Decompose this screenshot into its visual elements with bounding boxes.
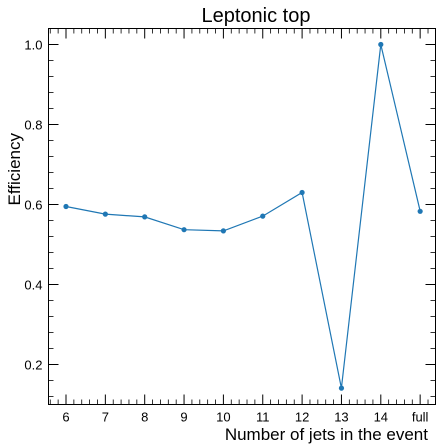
x-tick-label: 6 — [62, 410, 69, 425]
x-tick-label: 12 — [295, 410, 309, 425]
y-tick-label: 1.0 — [24, 38, 42, 53]
data-point — [63, 203, 69, 210]
x-tick-label: 8 — [141, 410, 148, 425]
data-point — [417, 208, 423, 214]
data-point — [378, 41, 384, 48]
y-tick-label: 0.4 — [24, 278, 42, 293]
x-tick-label: full — [412, 410, 429, 425]
x-tick-label: 14 — [374, 410, 388, 425]
y-tick-label: 0.6 — [24, 198, 42, 213]
x-ticks: 6 7 8 9 10 11 12 13 14 full — [49, 28, 429, 425]
data-point — [102, 211, 108, 217]
chart-title: Leptonic top — [202, 5, 311, 27]
x-tick-label: 13 — [334, 410, 348, 425]
data-point — [299, 189, 305, 196]
y-ticks: 0.2 0.4 0.6 0.8 1.0 — [24, 38, 436, 397]
x-tick-label: 9 — [180, 410, 187, 425]
y-axis-label: Efficiency — [5, 133, 24, 206]
y-tick-label: 0.2 — [24, 358, 42, 373]
y-tick-label: 0.8 — [24, 118, 42, 133]
x-axis-label: Number of jets in the event — [225, 425, 428, 444]
data-point — [181, 227, 187, 233]
x-tick-label: 11 — [256, 410, 270, 425]
plot-frame — [48, 28, 436, 405]
data-point — [260, 213, 266, 219]
series-line-group — [63, 41, 423, 391]
data-point — [220, 228, 226, 234]
data-point — [338, 385, 345, 391]
x-tick-label: 10 — [216, 410, 230, 425]
data-point — [142, 214, 148, 220]
series-line — [65, 44, 421, 389]
x-tick-label: 7 — [102, 410, 109, 425]
